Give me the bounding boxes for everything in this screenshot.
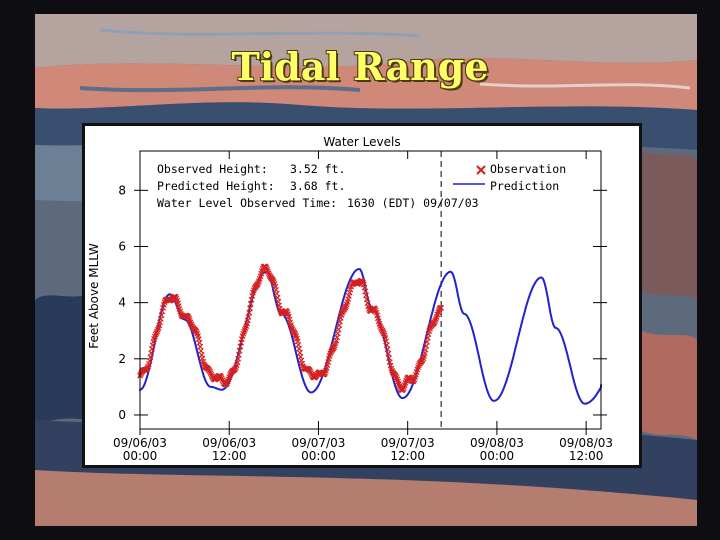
legend-observation-label: Observation (490, 162, 566, 176)
observation-point (339, 309, 346, 316)
x-tick-time: 12:00 (212, 449, 247, 463)
legend-prediction-label: Prediction (490, 179, 559, 193)
observation-series-marks (137, 263, 445, 394)
predicted-height-value: 3.68 ft. (290, 179, 345, 193)
x-tick-date: 09/08/03 (470, 436, 524, 450)
observation-point (207, 370, 214, 377)
observation-point (247, 305, 253, 312)
legend-observation-icon (476, 165, 486, 175)
x-tick-date: 09/07/03 (291, 436, 345, 450)
observation-point (419, 356, 426, 363)
x-tick-time: 00:00 (123, 449, 158, 463)
plot-area (139, 150, 602, 430)
x-tick-date: 09/08/03 (559, 436, 613, 450)
observation-point (224, 380, 230, 387)
observation-point (206, 368, 213, 375)
x-tick-labels: 09/06/0300:0009/06/0312:0009/07/0300:000… (113, 436, 613, 463)
axis-ticks (134, 151, 607, 435)
x-tick-date: 09/06/03 (202, 436, 256, 450)
observation-point (218, 375, 225, 382)
observed-time-label: Water Level Observed Time: (157, 196, 337, 210)
legend: Observation Prediction (453, 162, 566, 193)
y-tick-labels: 0 2 4 6 8 (118, 183, 126, 422)
observation-point (384, 346, 391, 353)
predicted-height-label: Predicted Height: (157, 179, 275, 193)
y-tick-label: 2 (118, 352, 126, 366)
water-level-plot: Water Levels Feet Above MLLW 09/06/03 00:… (82, 123, 642, 468)
observed-time-value: 1630 (EDT) 09/07/03 (347, 196, 479, 210)
x-tick-date: 09/07/03 (381, 436, 435, 450)
x-tick-time: 00:00 (301, 449, 336, 463)
y-tick-label: 8 (118, 183, 126, 197)
y-tick-label: 0 (118, 408, 126, 422)
slide-title: Tidal Range (231, 44, 489, 89)
y-tick-label: 4 (118, 296, 126, 310)
chart-svg: Water Levels Feet Above MLLW 09/06/0300:… (87, 135, 613, 463)
info-box: Observed Height: 3.52 ft. Predicted Heig… (157, 162, 479, 210)
chart-title: Water Levels (323, 135, 400, 149)
x-tick-time: 12:00 (569, 449, 604, 463)
observation-point (154, 328, 161, 335)
observation-point (265, 270, 272, 277)
observation-point (144, 365, 151, 372)
observation-point (193, 329, 200, 335)
observation-point (152, 331, 159, 338)
x-tick-date: 09/06/03 (113, 436, 167, 450)
observed-height-label: Observed Height: (157, 162, 268, 176)
observation-point (400, 386, 407, 392)
x-tick-time: 00:00 (480, 449, 515, 463)
observation-point (385, 350, 392, 357)
observation-point (438, 304, 445, 311)
x-tick-time: 12:00 (390, 449, 425, 463)
observation-point (292, 331, 299, 338)
y-axis-label: Feet Above MLLW (87, 243, 101, 349)
observation-point (227, 372, 233, 379)
observation-point (246, 309, 253, 316)
prediction-series-line (139, 267, 602, 405)
observed-height-value: 3.52 ft. (290, 162, 345, 176)
y-tick-label: 6 (118, 239, 126, 253)
